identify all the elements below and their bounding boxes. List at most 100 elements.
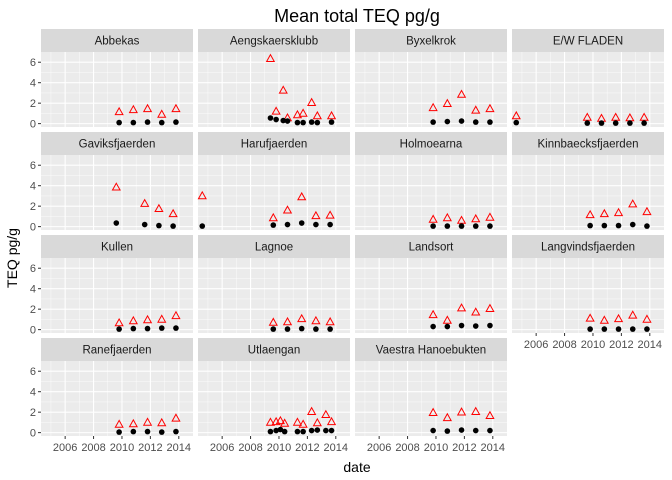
y-tick-label: 6 [30,160,36,172]
black-circle-point [487,322,493,329]
black-circle-point [284,118,291,124]
panel-background [355,52,507,127]
red-triangle-point [442,315,452,324]
red-triangle-point [128,418,138,428]
y-tick-label: 0 [30,222,36,234]
red-triangle-point [157,417,167,427]
panel-strip [512,132,664,155]
y-tick-label: 6 [30,366,36,378]
black-circle-point [267,428,274,435]
red-triangle-point [275,415,286,425]
red-triangle-point [428,214,438,223]
panel: Abbekas 0 2 4 6 [30,29,193,131]
red-triangle-point [639,112,649,121]
panel-background [198,52,350,127]
black-circle-point [472,427,479,434]
black-circle-point [130,119,137,126]
black-circle-point [270,222,277,228]
black-circle-point [130,325,137,332]
panel-strip [41,235,193,258]
red-triangle-point [114,419,124,428]
red-triangle-point [642,314,652,323]
red-triangle-point [171,103,181,113]
black-circle-point [328,427,335,434]
black-circle-point [308,427,315,434]
panel: Byxelkrok [355,29,507,127]
black-circle-point [314,427,321,433]
black-circle-point [277,426,284,433]
panel: Langvindsfjaerden 2006 2008 2010 2012 2014 [512,235,664,351]
black-circle-point [430,323,436,330]
red-triangle-point [278,85,288,94]
black-circle-point [144,325,151,332]
red-triangle-point [326,110,337,120]
black-circle-point [444,223,451,229]
panel: Kullen 0 2 4 6 [30,235,193,337]
red-triangle-point [292,417,303,426]
panel-background [512,258,664,333]
black-circle-point [430,223,436,229]
black-circle-point [170,223,176,229]
red-triangle-point [599,315,609,324]
red-triangle-point [325,316,335,326]
panel-background [355,258,507,333]
black-circle-point [627,120,633,126]
red-triangle-point [485,410,495,420]
black-circle-point [641,120,647,126]
y-tick-label: 0 [30,325,36,337]
red-triangle-point [471,307,481,316]
x-tick-label: 2006 [367,442,391,454]
black-circle-point [156,222,162,229]
black-circle-point [280,117,287,124]
black-circle-point [615,222,622,229]
black-circle-point [141,221,148,228]
red-triangle-point [168,208,178,218]
black-circle-point [144,428,151,435]
panel-strip-label: Langvindsfjaerden [541,242,635,254]
black-circle-point [300,428,306,435]
panel-strip [355,235,507,258]
red-triangle-point [128,315,138,325]
red-triangle-point [297,313,307,323]
red-triangle-point [142,314,153,324]
red-triangle-point [282,316,293,326]
panel-background [198,361,350,436]
black-circle-point [327,221,333,228]
y-tick-label: 2 [30,98,36,110]
panel: Ranefjaerden 0 2 4 6 2006 2008 2010 2012 2014 [30,338,193,454]
black-circle-point [487,427,493,434]
red-triangle-point [268,212,278,222]
black-circle-point [116,119,122,126]
black-circle-point [199,223,206,229]
x-tick-label: 2012 [138,442,162,454]
black-circle-point [284,326,291,332]
red-triangle-point [282,205,293,214]
black-circle-point [158,325,165,331]
y-tick-label: 4 [30,78,36,90]
red-triangle-point [171,310,181,320]
black-circle-point [273,427,279,434]
black-circle-point [587,326,593,332]
red-triangle-point [325,210,335,219]
red-triangle-point [154,203,164,213]
x-tick-label: 2012 [609,339,633,351]
black-circle-point [587,222,593,229]
black-circle-point [644,223,650,229]
panel-background [41,52,193,127]
panel: E/W FLADEN [511,29,664,127]
red-triangle-point [298,419,308,428]
y-axis-title: TEQ pg/g [4,228,20,288]
black-circle-point [444,118,451,125]
red-triangle-point [111,182,121,191]
black-circle-point [612,120,619,126]
red-triangle-point [271,106,281,115]
panel-strip [198,132,350,155]
y-tick-label: 6 [30,57,36,69]
panel-strip [198,338,350,361]
black-circle-point [629,326,636,332]
red-triangle-point [265,417,276,426]
panel: Lagnoe [198,235,350,333]
x-tick-label: 2006 [210,442,234,454]
x-tick-label: 2010 [110,442,134,454]
red-triangle-point [628,310,638,319]
